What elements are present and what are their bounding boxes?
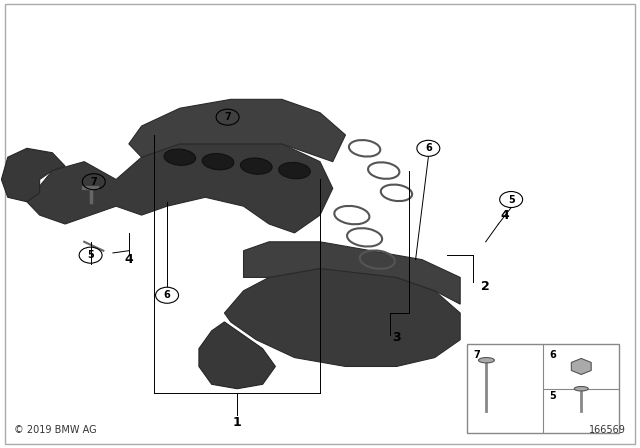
Polygon shape xyxy=(1,148,65,202)
Text: 6: 6 xyxy=(549,349,556,360)
Polygon shape xyxy=(244,242,460,304)
Polygon shape xyxy=(27,144,333,233)
Ellipse shape xyxy=(278,163,310,179)
Text: 166569: 166569 xyxy=(589,426,626,435)
Text: 4: 4 xyxy=(500,209,509,222)
Ellipse shape xyxy=(479,358,495,363)
Polygon shape xyxy=(129,99,346,162)
Text: 1: 1 xyxy=(233,416,241,429)
Ellipse shape xyxy=(164,149,196,165)
Text: 6: 6 xyxy=(164,290,170,300)
Text: 5: 5 xyxy=(549,391,556,401)
Text: 7: 7 xyxy=(90,177,97,187)
Text: 4: 4 xyxy=(124,253,133,266)
Text: 6: 6 xyxy=(425,143,432,153)
Text: © 2019 BMW AG: © 2019 BMW AG xyxy=(14,426,97,435)
Text: 3: 3 xyxy=(392,331,401,344)
Ellipse shape xyxy=(241,158,272,174)
Polygon shape xyxy=(199,322,275,389)
Text: 5: 5 xyxy=(508,194,515,205)
Text: 7: 7 xyxy=(473,349,480,360)
Text: 2: 2 xyxy=(481,280,490,293)
Text: 5: 5 xyxy=(87,250,94,260)
Ellipse shape xyxy=(202,154,234,170)
Text: 7: 7 xyxy=(224,112,231,122)
Bar xyxy=(467,344,620,433)
Polygon shape xyxy=(225,268,460,366)
Ellipse shape xyxy=(574,387,588,391)
